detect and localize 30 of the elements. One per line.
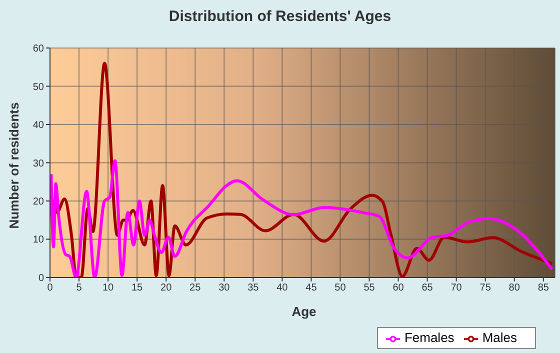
y-tick-label: 50 — [32, 82, 44, 93]
x-tick-label: 80 — [508, 282, 520, 294]
x-tick-label: 70 — [450, 282, 462, 294]
x-tick-label: 30 — [218, 282, 230, 294]
y-tick-label: 20 — [32, 196, 44, 208]
y-tick-label: 0 — [38, 272, 44, 284]
x-tick-label: 25 — [190, 282, 202, 294]
x-tick-label: 65 — [422, 282, 434, 294]
y-tick-label: 30 — [32, 158, 44, 170]
y-tick-label: 60 — [32, 44, 44, 55]
x-tick-label: 40 — [276, 282, 288, 294]
x-tick-label: 45 — [306, 282, 318, 294]
x-tick-label: 50 — [334, 282, 346, 294]
x-tick-label: 20 — [160, 282, 172, 294]
x-tick-label: 10 — [102, 282, 114, 294]
y-axis-title: Number of residents — [6, 102, 22, 228]
x-tick-label: 35 — [248, 282, 260, 294]
x-tick-label: 75 — [480, 282, 492, 294]
x-tick-label: 60 — [392, 282, 404, 294]
x-tick-label: 55 — [364, 282, 376, 294]
y-tick-label: 10 — [32, 234, 44, 246]
legend-label: Females — [404, 330, 454, 346]
x-axis-title: Age — [290, 304, 318, 319]
chart-title: Distribution of Residents' Ages — [168, 8, 392, 25]
legend-label: Males — [482, 330, 517, 346]
x-tick-label: 85 — [538, 282, 550, 294]
x-tick-label: 5 — [76, 282, 82, 294]
y-tick-label: 40 — [32, 120, 44, 132]
x-tick-label: 0 — [47, 282, 54, 294]
x-tick-label: 15 — [132, 282, 144, 294]
